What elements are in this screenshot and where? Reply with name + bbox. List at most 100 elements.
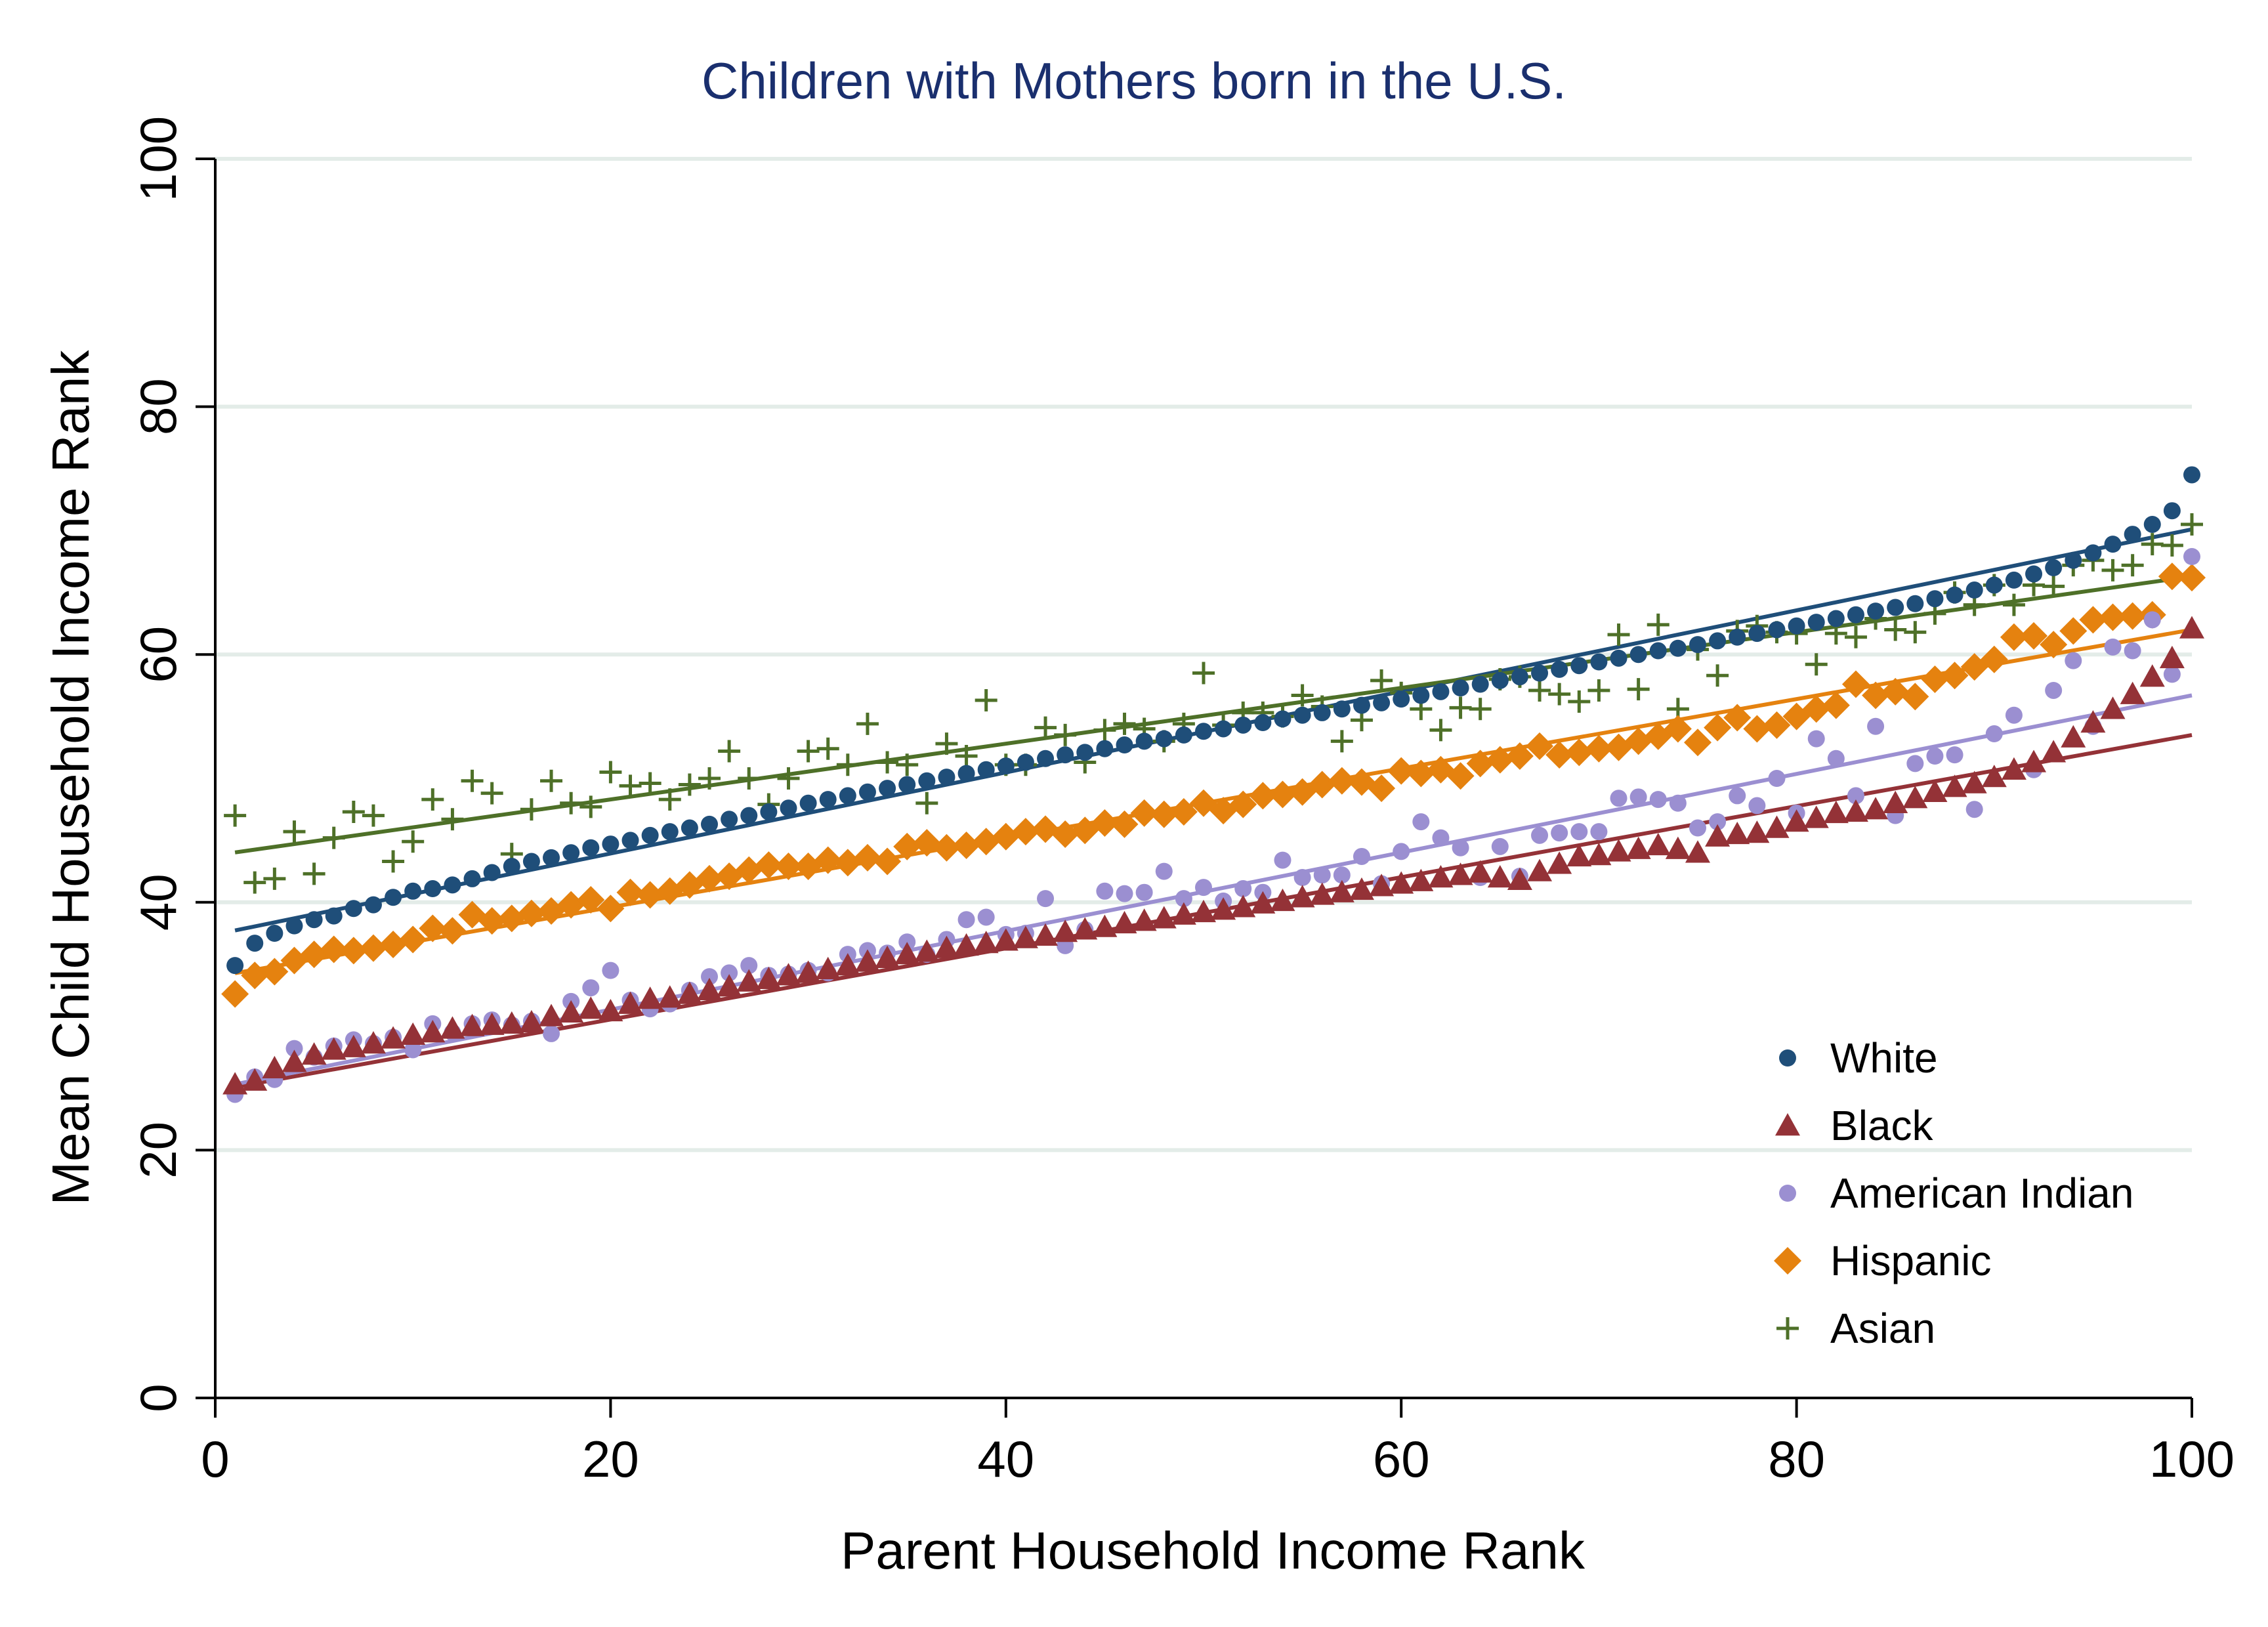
point-asian (2141, 533, 2164, 556)
point-american-indian (1827, 750, 1845, 767)
point-black (1487, 865, 1513, 888)
point-asian (678, 773, 701, 796)
point-hispanic (379, 930, 408, 958)
point-asian (2160, 534, 2183, 557)
point-black (242, 1068, 268, 1091)
point-hispanic (320, 935, 348, 963)
point-black (1823, 800, 1849, 824)
point-black (1428, 865, 1454, 888)
point-asian (698, 767, 721, 790)
point-asian (915, 792, 938, 814)
point-black (2021, 750, 2047, 772)
fit-line-asian (234, 574, 2193, 855)
point-black (2139, 664, 2165, 687)
point-asian (1113, 712, 1136, 735)
point-asian (1192, 662, 1215, 685)
point-white (1649, 642, 1667, 660)
point-black (1883, 790, 1908, 813)
point-hispanic (1862, 681, 1890, 709)
point-white (938, 769, 956, 786)
point-black (420, 1020, 446, 1043)
point-black (1507, 867, 1532, 891)
point-black (1250, 891, 1276, 914)
point-asian (718, 740, 741, 763)
point-hispanic (933, 834, 961, 862)
point-american-indian (404, 1041, 422, 1059)
point-american-indian (2045, 681, 2063, 699)
legend-label-black: Black (1830, 1102, 1934, 1149)
point-black (1981, 765, 2007, 788)
point-white (2025, 565, 2043, 583)
point-white (266, 925, 284, 942)
point-white (1768, 621, 1786, 639)
point-hispanic (1505, 742, 1534, 771)
point-hispanic (2000, 623, 2028, 651)
point-american-indian (1965, 801, 1983, 818)
point-white (1254, 714, 1272, 732)
point-hispanic (241, 961, 269, 990)
point-asian (1034, 716, 1057, 739)
point-white (1709, 632, 1727, 650)
point-american-indian (1452, 839, 1469, 856)
point-white (385, 889, 402, 906)
point-white (1293, 706, 1311, 724)
point-american-indian (1116, 885, 1133, 902)
point-asian (421, 788, 444, 811)
point-white (562, 844, 580, 862)
point-american-indian (2104, 638, 2122, 656)
point-black (815, 956, 841, 979)
point-black (2061, 725, 2086, 748)
point-white (799, 794, 817, 812)
x-tick-label: 60 (1373, 1430, 1430, 1488)
point-asian (1054, 723, 1077, 746)
point-white (1629, 646, 1647, 664)
point-asian (1291, 684, 1314, 707)
point-white (1037, 750, 1055, 767)
point-asian (836, 753, 859, 776)
point-black (499, 1011, 524, 1034)
point-black (657, 985, 682, 1008)
point-hispanic (774, 853, 803, 881)
point-black (1151, 906, 1177, 929)
point-black (1705, 824, 1731, 847)
point-white (1946, 586, 1964, 604)
point-american-indian (2124, 642, 2141, 660)
point-white (1531, 664, 1549, 682)
x-tick-label: 0 (201, 1430, 229, 1488)
point-hispanic (221, 980, 249, 1008)
point-american-indian (1729, 787, 1746, 805)
point-black (1171, 902, 1196, 925)
point-asian (599, 761, 622, 784)
point-asian (1568, 690, 1591, 713)
point-black (1369, 874, 1395, 897)
point-black (2120, 681, 2145, 704)
point-white (1432, 683, 1450, 700)
point-black (795, 960, 821, 983)
point-hispanic (1011, 818, 1040, 846)
point-white (1511, 668, 1528, 686)
point-black (1942, 774, 1967, 797)
point-hispanic (1328, 767, 1356, 795)
point-hispanic (1091, 809, 1119, 837)
point-hispanic (2040, 631, 2068, 659)
point-hispanic (517, 899, 545, 927)
x-tick-label: 100 (2149, 1430, 2235, 1488)
point-asian (896, 753, 919, 776)
point-american-indian (1491, 837, 1509, 855)
point-asian (1449, 696, 1472, 719)
point-white (226, 957, 244, 975)
y-tick-labels: 0 20 40 60 80 100 (129, 116, 187, 1412)
legend-marker-white (1779, 1049, 1796, 1067)
point-american-indian (957, 911, 975, 929)
point-asian (480, 782, 503, 805)
point-american-indian (1807, 730, 1825, 748)
point-asian (1627, 678, 1650, 701)
point-white (2065, 551, 2082, 569)
point-hispanic (1486, 746, 1514, 774)
point-black (993, 928, 1018, 951)
point-hispanic (893, 832, 921, 860)
point-hispanic (696, 864, 723, 893)
point-black (1309, 882, 1335, 905)
point-hispanic (1032, 815, 1060, 843)
point-hispanic (1150, 800, 1178, 828)
